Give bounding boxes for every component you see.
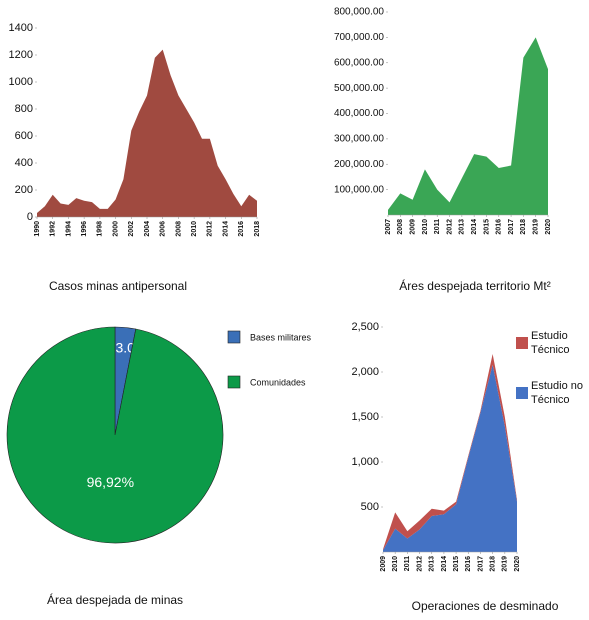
legend-swatch [516,337,528,349]
x-tick-label: 2009 [380,556,387,572]
legend-swatch [227,330,241,344]
legend-label: Estudio no Técnico [531,380,583,406]
value-label: 96,92% [87,474,134,490]
x-tick-label: 2016 [496,219,503,235]
y-tick-label: 200 [15,184,33,196]
x-tick-label: 2018 [489,556,496,572]
y-tick-label: 1,000 [351,456,379,468]
x-tick-label: 2014 [441,556,448,572]
y-tick-label: 700,000.00 [334,32,384,43]
area [37,49,257,217]
x-tick-label: 2017 [477,556,484,572]
x-tick-label: 2008 [397,219,404,235]
x-tick-label: 2015 [453,556,460,572]
y-tick-label: 200,000.00 [334,159,384,170]
x-tick-label: 2006 [160,221,167,237]
x-tick-label: 2014 [222,221,229,237]
y-tick-label: 500,000.00 [334,83,384,94]
x-tick-label: 2016 [465,556,472,572]
y-tick-label: 400 [15,157,33,169]
y-tick-label: 800,000.00 [334,7,384,18]
area [388,37,548,215]
legend-swatch [227,375,241,389]
x-tick-label: 2019 [533,219,540,235]
x-tick-label: 2018 [520,219,527,235]
x-tick-label: 1992 [50,221,57,237]
x-tick-label: 2012 [446,219,453,235]
x-tick-label: 1998 [97,221,104,237]
x-tick-label: 2004 [144,221,151,237]
y-tick-label: 300,000.00 [334,134,384,145]
chart-title: Operaciones de desminado [412,599,559,613]
y-tick-label: 500 [361,501,379,513]
pie-slice [6,326,224,544]
x-tick-label: 2010 [422,219,429,235]
x-tick-label: 2011 [404,556,411,571]
legend-label: Comunidades [250,377,306,387]
x-tick-label: 2020 [514,556,521,572]
x-tick-label: 2017 [508,219,515,235]
x-tick-label: 2013 [459,219,466,235]
chart-title: Áres despejada territorio Mt² [399,278,550,293]
chart-title: Área despejada de minas [47,592,183,607]
x-tick-label: 2013 [429,556,436,572]
x-tick-label: 2007 [385,219,392,235]
x-tick-label: 2010 [392,556,399,572]
x-tick-label: 2002 [128,221,135,237]
y-tick-label: 1000 [9,76,33,88]
x-tick-label: 2012 [207,221,214,237]
y-tick-label: 2,000 [351,366,379,378]
y-tick-label: 1200 [9,49,33,61]
x-tick-label: 2008 [175,221,182,237]
y-tick-label: 0 [27,211,33,223]
x-tick-label: 2000 [112,221,119,237]
y-tick-label: 400,000.00 [334,108,384,119]
area [383,364,517,552]
x-tick-label: 2016 [238,221,245,237]
x-tick-label: 1996 [81,221,88,237]
x-tick-label: 2015 [483,219,490,235]
x-tick-label: 1990 [34,221,41,237]
y-tick-label: 2,500 [351,321,379,333]
legend-swatch [516,387,528,399]
legend-label: Estudio Técnico [531,330,570,356]
legend-label: Bases militares [250,332,312,342]
y-tick-label: 1400 [9,22,33,34]
x-tick-label: 2014 [471,219,478,235]
y-tick-label: 600 [15,130,33,142]
y-tick-label: 600,000.00 [334,57,384,68]
x-tick-label: 1994 [65,221,72,237]
x-tick-label: 2010 [191,221,198,237]
y-tick-label: 100,000.00 [334,184,384,195]
x-tick-label: 2009 [409,219,416,235]
x-tick-label: 2011 [434,219,441,234]
x-tick-label: 2019 [502,556,509,572]
y-tick-label: 1,500 [351,411,379,423]
y-tick-label: 800 [15,103,33,115]
chart-title: Casos minas antipersonal [49,279,187,293]
x-tick-label: 2012 [416,556,423,572]
x-tick-label: 2020 [545,219,552,235]
x-tick-label: 2018 [254,221,261,237]
